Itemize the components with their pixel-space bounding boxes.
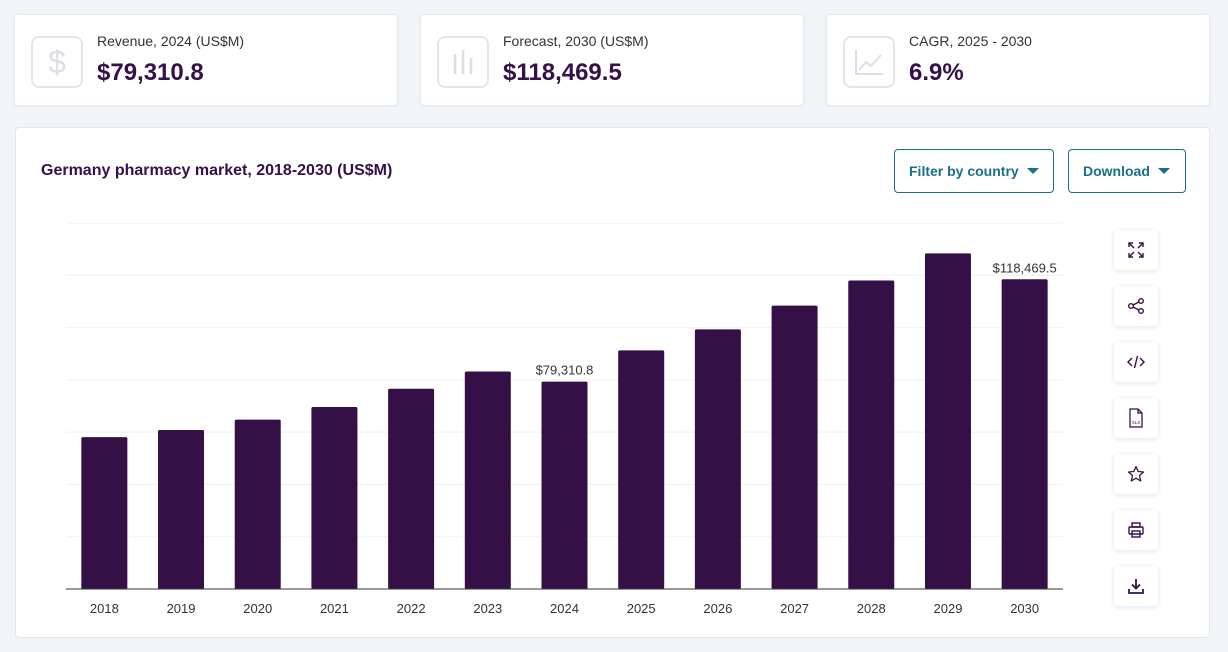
bar-2019[interactable] <box>158 430 205 589</box>
dollar-icon: $ <box>31 36 83 88</box>
expand-button[interactable] <box>1114 230 1158 270</box>
filter-label: Filter by country <box>909 163 1019 179</box>
kpi-value: 6.9% <box>909 59 964 86</box>
bar-2020[interactable] <box>234 419 281 589</box>
chart-title: Germany pharmacy market, 2018-2030 (US$M… <box>41 162 393 179</box>
bar-2023[interactable] <box>464 371 511 589</box>
favorite-button[interactable] <box>1114 454 1158 494</box>
xls-export-button[interactable]: XLS <box>1114 398 1158 438</box>
kpi-label: CAGR, 2025 - 2030 <box>909 33 1032 49</box>
x-tick-label: 2024 <box>550 601 579 616</box>
kpi-label: Revenue, 2024 (US$M) <box>97 33 245 49</box>
x-tick-label: 2021 <box>320 601 349 616</box>
svg-text:$: $ <box>48 44 66 80</box>
x-tick-label: 2018 <box>90 601 119 616</box>
bar-2029[interactable] <box>924 253 971 589</box>
bar-2030[interactable] <box>1001 279 1048 589</box>
kpi-value: $79,310.8 <box>97 59 204 86</box>
embed-code-button[interactable] <box>1114 342 1158 382</box>
kpi-value: $118,469.5 <box>503 59 622 86</box>
share-button[interactable] <box>1114 286 1158 326</box>
share-icon <box>1128 298 1144 314</box>
x-tick-label: 2027 <box>780 601 809 616</box>
expand-icon <box>1128 242 1144 258</box>
line-chart-icon <box>843 36 895 88</box>
filter-by-country-button[interactable]: Filter by country <box>894 149 1054 193</box>
x-tick-label: 2019 <box>167 601 196 616</box>
bar-2022[interactable] <box>388 388 435 589</box>
download-label: Download <box>1083 163 1150 179</box>
kpi-card-revenue: $ Revenue, 2024 (US$M) $79,310.8 <box>14 14 398 106</box>
download-dropdown-button[interactable]: Download <box>1068 149 1186 193</box>
xls-file-icon: XLS <box>1129 408 1143 428</box>
star-icon <box>1127 465 1145 482</box>
caret-down-icon <box>1157 168 1170 174</box>
x-tick-label: 2020 <box>243 601 272 616</box>
bar-2021[interactable] <box>311 407 358 589</box>
caret-down-icon <box>1026 168 1039 174</box>
bar-2027[interactable] <box>771 305 818 589</box>
chart-panel: Germany pharmacy market, 2018-2030 (US$M… <box>15 127 1210 638</box>
download-icon <box>1128 579 1144 594</box>
x-tick-label: 2030 <box>1010 601 1039 616</box>
kpi-label: Forecast, 2030 (US$M) <box>503 33 649 49</box>
x-tick-label: 2025 <box>627 601 656 616</box>
kpi-card-cagr: CAGR, 2025 - 2030 6.9% <box>826 14 1210 106</box>
bar-2026[interactable] <box>694 329 741 589</box>
print-button[interactable] <box>1114 510 1158 550</box>
x-tick-label: 2029 <box>934 601 963 616</box>
x-tick-label: 2026 <box>703 601 732 616</box>
x-tick-label: 2028 <box>857 601 886 616</box>
bar-chart: 2018 2019 2020 2021 2022 2023 2024 2025 2026 2027… <box>66 222 1063 616</box>
print-icon <box>1128 522 1144 538</box>
embed-code-icon <box>1127 355 1145 369</box>
bar-2028[interactable] <box>848 280 895 589</box>
data-label-2024: $79,310.8 <box>536 363 594 378</box>
bar-2018[interactable] <box>81 437 128 589</box>
download-image-button[interactable] <box>1114 566 1158 606</box>
bar-2025[interactable] <box>618 350 665 589</box>
svg-text:XLS: XLS <box>1132 420 1141 425</box>
kpi-card-forecast: Forecast, 2030 (US$M) $118,469.5 <box>420 14 804 106</box>
bar-2024[interactable] <box>541 381 588 589</box>
x-tick-label: 2022 <box>397 601 426 616</box>
data-label-2030: $118,469.5 <box>993 260 1057 275</box>
bar-chart-icon <box>437 36 489 88</box>
x-tick-label: 2023 <box>473 601 502 616</box>
